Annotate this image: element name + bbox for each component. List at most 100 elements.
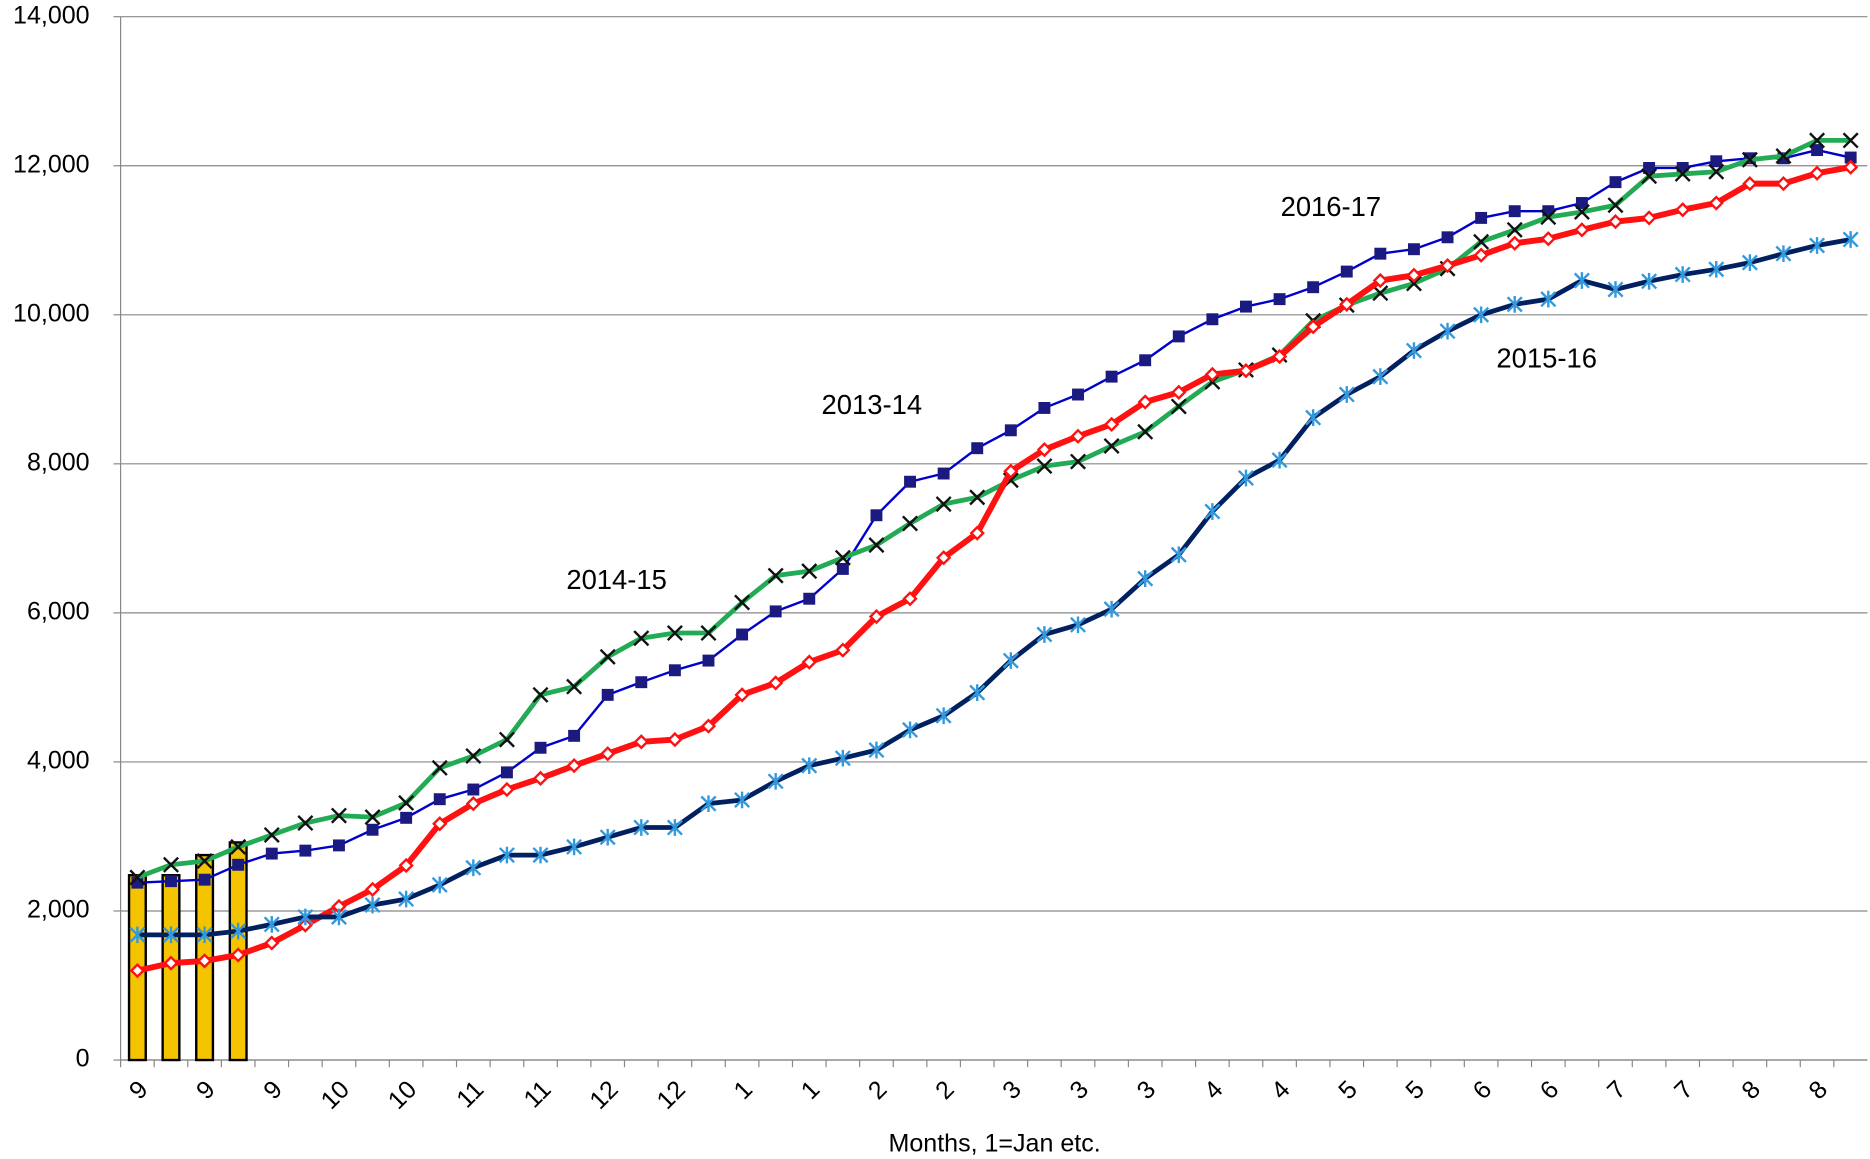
marker-x bbox=[935, 496, 952, 513]
marker-asterisk bbox=[431, 876, 448, 894]
marker-asterisk bbox=[532, 846, 549, 864]
annotation: 2014-15 bbox=[566, 564, 667, 595]
marker bbox=[1405, 342, 1422, 359]
marker-diamond bbox=[1171, 384, 1187, 400]
marker-diamond bbox=[935, 550, 952, 566]
marker bbox=[1643, 162, 1656, 174]
marker-x bbox=[1674, 165, 1691, 182]
marker-diamond bbox=[1339, 296, 1355, 313]
marker bbox=[1271, 348, 1288, 365]
marker bbox=[232, 858, 245, 871]
marker-square bbox=[1575, 197, 1588, 209]
x-tick-label: 11 bbox=[518, 1075, 556, 1113]
marker-square bbox=[332, 839, 345, 852]
x-tick-label: 12 bbox=[651, 1075, 690, 1114]
marker bbox=[129, 869, 146, 886]
marker bbox=[736, 628, 749, 641]
marker bbox=[1844, 151, 1857, 164]
marker-x bbox=[465, 747, 482, 764]
x-axis-label: Months, 1=Jan etc. bbox=[889, 1129, 1101, 1157]
marker bbox=[868, 608, 885, 625]
marker bbox=[700, 795, 717, 813]
marker-square bbox=[1273, 293, 1286, 306]
marker bbox=[1105, 370, 1118, 383]
marker bbox=[1811, 144, 1824, 157]
marker bbox=[834, 549, 851, 566]
marker-asterisk bbox=[1809, 237, 1826, 254]
marker bbox=[332, 839, 345, 852]
marker-asterisk bbox=[1372, 368, 1389, 385]
marker-x bbox=[1775, 148, 1792, 165]
marker bbox=[129, 962, 146, 979]
marker-diamond bbox=[1540, 231, 1556, 247]
marker bbox=[1573, 203, 1590, 220]
marker-asterisk bbox=[1338, 386, 1355, 403]
marker-square bbox=[736, 628, 749, 641]
marker bbox=[498, 846, 515, 864]
marker-x bbox=[1170, 398, 1187, 415]
marker-diamond bbox=[1708, 195, 1724, 211]
marker bbox=[870, 509, 883, 522]
x-tick-label: 2 bbox=[863, 1075, 893, 1105]
marker bbox=[499, 781, 515, 798]
marker-x bbox=[162, 856, 179, 873]
marker-square bbox=[904, 475, 917, 488]
marker-diamond bbox=[196, 953, 213, 969]
marker-asterisk bbox=[633, 819, 650, 836]
marker bbox=[532, 846, 549, 864]
marker bbox=[467, 783, 480, 796]
marker bbox=[734, 791, 751, 809]
marker-x bbox=[1741, 151, 1758, 168]
marker-square bbox=[803, 592, 816, 605]
marker-x bbox=[734, 594, 751, 611]
marker bbox=[1641, 272, 1658, 290]
marker bbox=[163, 955, 179, 971]
marker-asterisk bbox=[969, 684, 986, 701]
marker-square bbox=[1172, 330, 1185, 343]
marker bbox=[1172, 330, 1185, 343]
marker bbox=[1473, 233, 1490, 250]
marker bbox=[868, 741, 885, 759]
marker-asterisk bbox=[902, 721, 919, 739]
marker bbox=[904, 475, 917, 488]
marker-square bbox=[870, 509, 883, 522]
marker-square bbox=[1038, 401, 1051, 414]
x-tick-label: 11 bbox=[451, 1075, 489, 1113]
marker bbox=[1574, 222, 1590, 238]
marker bbox=[902, 515, 919, 532]
marker bbox=[1439, 257, 1456, 274]
marker bbox=[935, 707, 952, 725]
marker-x bbox=[700, 625, 717, 642]
marker-square bbox=[568, 729, 581, 742]
marker bbox=[599, 648, 616, 665]
x-tick-label: 9 bbox=[124, 1075, 154, 1105]
marker-asterisk bbox=[935, 707, 952, 725]
marker-x bbox=[1540, 209, 1557, 226]
marker-diamond bbox=[1742, 175, 1758, 192]
marker-asterisk bbox=[1137, 570, 1154, 587]
marker-x bbox=[902, 515, 919, 532]
marker-square bbox=[971, 442, 984, 455]
marker bbox=[768, 675, 784, 691]
marker-asterisk bbox=[1070, 616, 1087, 634]
marker-x bbox=[1473, 233, 1490, 250]
marker-diamond bbox=[902, 591, 918, 607]
marker-square bbox=[1710, 155, 1723, 168]
marker bbox=[1540, 209, 1557, 226]
marker-asterisk bbox=[129, 926, 146, 944]
marker-x bbox=[398, 794, 415, 811]
y-tick-label: 6,000 bbox=[27, 597, 90, 625]
marker bbox=[767, 567, 784, 584]
marker-square bbox=[232, 858, 245, 871]
x-tick-label: 10 bbox=[316, 1075, 355, 1114]
marker-square bbox=[1407, 243, 1420, 256]
marker-diamond bbox=[1842, 159, 1859, 175]
marker-diamond bbox=[969, 525, 985, 541]
marker-x bbox=[1506, 221, 1523, 238]
marker bbox=[566, 678, 583, 695]
marker-square bbox=[1206, 313, 1219, 326]
marker bbox=[1809, 237, 1826, 254]
marker-square bbox=[366, 823, 379, 836]
marker-asterisk bbox=[700, 795, 717, 813]
marker-diamond bbox=[835, 642, 851, 658]
